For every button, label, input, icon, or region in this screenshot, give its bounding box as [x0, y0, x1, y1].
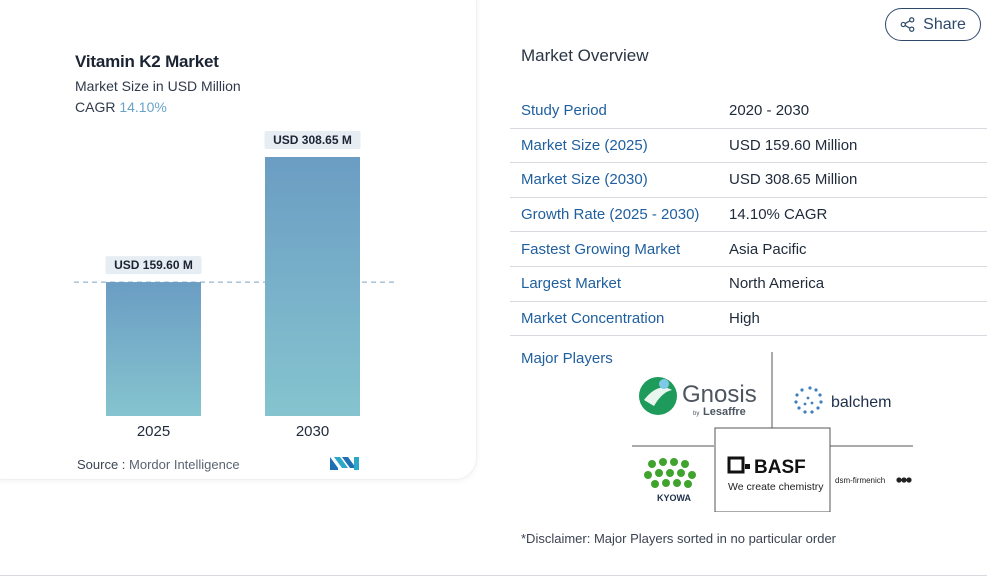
overview-table: Study Period 2020 - 2030 Market Size (20… [510, 94, 987, 337]
balchem-logo: balchem [794, 386, 891, 414]
cagr-label: CAGR [75, 99, 116, 115]
x-tick-label: 2025 [137, 423, 170, 440]
overview-key: Market Concentration [521, 309, 665, 327]
chart-subtitle: Market Size in USD Million [75, 78, 241, 94]
bar-2025 [106, 282, 201, 416]
gnosis-logo: Gnosis by Lesaffre [639, 377, 757, 418]
svg-text:We create chemistry: We create chemistry [728, 481, 824, 493]
chart-card [0, 0, 477, 480]
source-value: Mordor Intelligence [129, 457, 240, 472]
basf-logo: BASF We create chemistry [727, 456, 824, 493]
overview-key: Fastest Growing Market [521, 240, 681, 258]
logo-divider [714, 427, 831, 512]
x-tick-label: 2030 [296, 423, 329, 440]
overview-value: USD 308.65 Million [729, 171, 858, 189]
chart-title: Vitamin K2 Market [75, 52, 219, 71]
bar-chart: USD 159.60 M 2025 USD 308.65 M 2030 [74, 131, 394, 440]
overview-value: 14.10% CAGR [729, 206, 828, 224]
svg-text:dsm-firmenich: dsm-firmenich [835, 476, 885, 485]
overview-key: Market Size (2025) [521, 136, 648, 154]
overview-row: Growth Rate (2025 - 2030) 14.10% CAGR [510, 198, 987, 233]
overview-value: 2020 - 2030 [729, 102, 810, 120]
mordor-intelligence-logo [330, 457, 359, 470]
dsm-firmenich-logo: dsm-firmenich [835, 476, 912, 485]
share-label: Share [923, 15, 966, 33]
overview-title: Market Overview [521, 46, 649, 65]
share-icon [900, 17, 915, 32]
overview-key: Largest Market [521, 275, 622, 293]
major-players-label: Major Players [521, 350, 613, 367]
data-label: USD 308.65 M [273, 133, 352, 147]
svg-text:BASF: BASF [754, 457, 806, 478]
overview-value: High [729, 309, 760, 327]
overview-key: Growth Rate (2025 - 2030) [521, 206, 700, 224]
overview-value: USD 159.60 Million [729, 136, 858, 154]
overview-row: Market Size (2025) USD 159.60 Million [510, 129, 987, 164]
overview-row: Study Period 2020 - 2030 [510, 94, 987, 129]
share-button[interactable]: Share [885, 8, 981, 41]
disclaimer: *Disclaimer: Major Players sorted in no … [521, 531, 837, 546]
source-label: Source : [77, 457, 126, 472]
overview-row: Largest Market North America [510, 267, 987, 302]
overview-value: North America [729, 275, 825, 293]
cagr-value: 14.10% [119, 99, 167, 115]
data-label-bg [105, 256, 202, 275]
data-label-bg [264, 131, 361, 149]
major-players-logos: Gnosis by Lesaffre balchem KYOWA [632, 352, 913, 512]
overview-row: Fastest Growing Market Asia Pacific [510, 232, 987, 267]
svg-text:Lesaffre: Lesaffre [703, 406, 746, 418]
svg-text:by: by [693, 411, 699, 417]
bar-2030 [265, 157, 360, 416]
overview-row: Market Concentration High [510, 302, 987, 337]
chart-source: Source : Mordor Intelligence [77, 457, 240, 472]
overview-value: Asia Pacific [729, 240, 807, 258]
svg-text:Gnosis: Gnosis [682, 381, 757, 408]
kyowa-logo: KYOWA [644, 458, 696, 503]
overview-key: Study Period [521, 102, 607, 120]
overview-row: Market Size (2030) USD 308.65 Million [510, 163, 987, 198]
svg-text:balchem: balchem [831, 394, 891, 411]
data-label: USD 159.60 M [114, 258, 193, 272]
overview-key: Market Size (2030) [521, 171, 648, 189]
svg-text:KYOWA: KYOWA [657, 493, 692, 503]
bottom-divider [0, 575, 987, 576]
chart-cagr: CAGR 14.10% [75, 99, 167, 115]
